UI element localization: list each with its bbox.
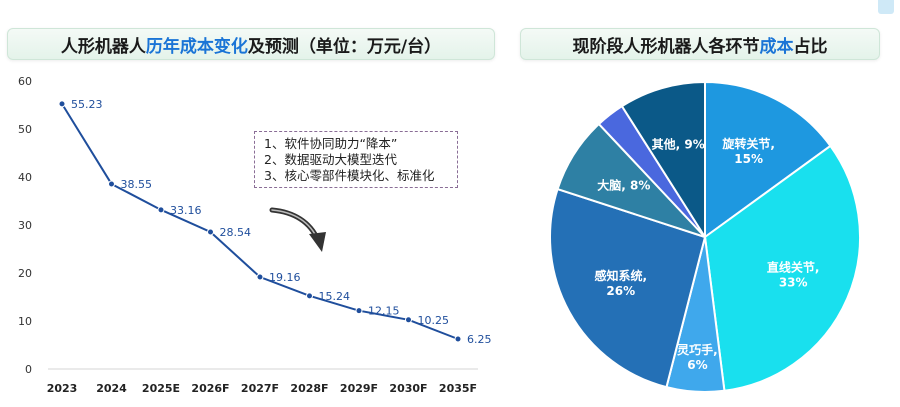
data-label: 10.25 bbox=[418, 314, 450, 327]
data-point bbox=[256, 273, 264, 281]
y-tick-label: 0 bbox=[25, 363, 32, 376]
pie-slice-label: 直线关节, bbox=[767, 260, 820, 275]
note-box: 1、软件协同助力“降本” 2、数据驱动大模型迭代 3、核心零部件模块化、标准化 bbox=[254, 131, 458, 188]
note-line-3: 3、核心零部件模块化、标准化 bbox=[264, 168, 435, 183]
y-tick-label: 20 bbox=[18, 267, 32, 280]
x-tick-label: 2024 bbox=[96, 382, 127, 395]
pie-slice bbox=[620, 80, 706, 241]
x-tick-label: 2027F bbox=[241, 382, 279, 395]
note-line-2: 2、数据驱动大模型迭代 bbox=[264, 152, 397, 167]
data-point bbox=[207, 228, 214, 236]
pie-slice-label: 大脑, 8% bbox=[597, 178, 650, 193]
data-label: 15.24 bbox=[319, 290, 351, 303]
pie-slice-label: 26% bbox=[606, 284, 635, 298]
y-tick-label: 10 bbox=[18, 315, 32, 328]
data-label: 12.15 bbox=[368, 305, 400, 318]
data-point bbox=[355, 307, 363, 315]
y-tick-label: 50 bbox=[18, 123, 32, 136]
line-chart-title-pre: 人形机器人 bbox=[60, 36, 146, 57]
line-chart-title: 人形机器人 历年成本变化 及预测（单位：万元/台） bbox=[7, 28, 495, 60]
data-point bbox=[454, 335, 462, 343]
line-chart-title-highlight: 历年成本变化 bbox=[145, 36, 248, 57]
pie-chart-title-pre: 现阶段人形机器人各环节 bbox=[572, 36, 760, 57]
data-label: 28.54 bbox=[220, 226, 252, 239]
pie-chart-title-post: 占比 bbox=[793, 36, 828, 57]
data-point bbox=[405, 316, 412, 324]
x-tick-label: 2028F bbox=[290, 382, 328, 395]
corner-tab bbox=[878, 0, 894, 14]
data-point bbox=[58, 100, 66, 108]
pie-slice bbox=[703, 144, 861, 392]
data-label: 33.16 bbox=[170, 204, 202, 217]
x-tick-label: 2030F bbox=[389, 382, 427, 395]
pie-chart-title: 现阶段人形机器人各环节 成本 占比 bbox=[520, 28, 880, 60]
data-point bbox=[306, 292, 313, 300]
x-tick-label: 2029F bbox=[340, 382, 378, 395]
pie-slice-label: 15% bbox=[734, 152, 763, 166]
pie-slice-label: 感知系统, bbox=[595, 268, 648, 283]
pie-chart: 旋转关节,15% 直线关节,33% 灵巧手,6% 感知系统,26% 大脑, 8% 其他, … bbox=[549, 80, 861, 393]
data-label: 55.23 bbox=[71, 98, 103, 111]
y-tick-label: 40 bbox=[18, 171, 32, 184]
x-tick-label: 2025E bbox=[142, 382, 180, 395]
line-chart-title-post: 及预测（单位：万元/台） bbox=[247, 36, 442, 57]
data-label: 6.25 bbox=[467, 333, 492, 346]
pie-slice-label: 旋转关节, bbox=[721, 136, 775, 151]
data-point bbox=[108, 180, 115, 188]
line-chart: 0 10 20 30 40 50 60 2023 2024 2025E 2026F 2027F 202… bbox=[18, 75, 492, 395]
pie-slice-label: 其他, 9% bbox=[652, 137, 705, 152]
pie-slice bbox=[549, 187, 707, 389]
y-tick-label: 60 bbox=[18, 75, 32, 88]
x-tick-label: 2023 bbox=[47, 382, 78, 395]
pie-slice-label: 灵巧手, bbox=[677, 342, 718, 357]
pie-chart-title-highlight: 成本 bbox=[759, 36, 794, 57]
data-label: 19.16 bbox=[269, 271, 301, 284]
pie-slice-label: 6% bbox=[687, 358, 707, 372]
x-tick-label: 2035F bbox=[439, 382, 477, 395]
data-point bbox=[157, 206, 165, 214]
note-line-1: 1、软件协同助力“降本” bbox=[264, 136, 398, 151]
curved-arrow-icon bbox=[269, 207, 326, 252]
x-tick-label: 2026F bbox=[191, 382, 229, 395]
y-tick-label: 30 bbox=[18, 219, 32, 232]
pie-slice bbox=[704, 80, 832, 239]
pie-slice-label: 33% bbox=[779, 276, 808, 290]
data-label: 38.55 bbox=[121, 178, 153, 191]
